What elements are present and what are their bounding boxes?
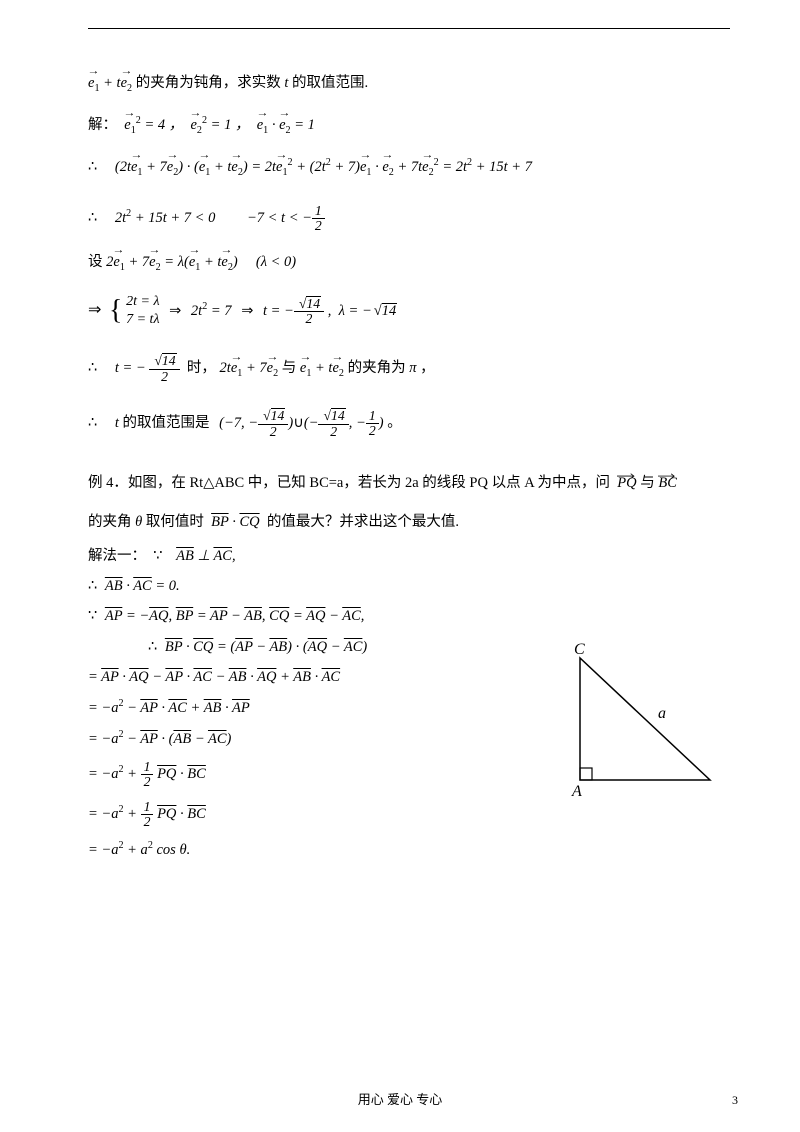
triangle-figure: C A a (560, 640, 730, 800)
label-C: C (574, 641, 585, 658)
text: 的取值范围. (292, 75, 368, 91)
text: 时， (187, 360, 216, 376)
text: 的夹角为钝角，求实数 (136, 75, 281, 91)
label-A: A (571, 783, 582, 800)
line-2: 解： e12 = 4 ， e22 = 1 ， e1 · e2 = 1 (88, 114, 730, 138)
text: 的值最大？并求出这个最大值. (267, 514, 459, 530)
eq-ab-ac: ∴ AB · AC = 0. (88, 576, 730, 596)
line-5: 设 2e1 + 7e2 = λ(e1 + te2) (λ < 0) (88, 252, 730, 275)
text: 取何值时 (146, 514, 204, 530)
text: 的夹角为 (348, 360, 406, 376)
text: 设 (88, 254, 103, 270)
label-a: a (658, 705, 666, 722)
eq-a2-4: = −a2 + 12 PQ · BC (88, 800, 730, 830)
text: 与 (640, 475, 655, 491)
line-1: e1 + te2 的夹角为钝角，求实数 t 的取值范围. (88, 73, 730, 96)
eq-apaq: ∵ AP = −AQ, BP = AP − AB, CQ = AQ − AC, (88, 606, 730, 626)
line-8: ∴ t 的取值范围是 (−7, −142)∪(−142, −12) 。 (88, 408, 730, 439)
line-3: ∴ (2te1 + 7e2) · (e1 + te2) = 2te12 + (2… (88, 156, 730, 180)
line-6: ⇒ { 2t = λ7 = tλ ⇒ 2t2 = 7 ⇒ t = −142 , … (88, 293, 730, 329)
text: 例 4．如图，在 Rt△ABC 中，已知 BC=a，若长为 2a 的线段 PQ … (88, 475, 610, 491)
page-number: 3 (732, 1093, 738, 1108)
page: e1 + te2 的夹角为钝角，求实数 t 的取值范围. 解： e12 = 4 … (0, 0, 800, 1132)
eq-a2-5: = −a2 + a2 cos θ. (88, 839, 730, 860)
example-4: 例 4．如图，在 Rt△ABC 中，已知 BC=a，若长为 2a 的线段 PQ … (88, 473, 730, 493)
sol-1: 解法一： ∵ AB ⊥ AC, (88, 546, 730, 566)
footer-text: 用心 爱心 专心 (0, 1089, 800, 1108)
text: 解： (88, 117, 117, 133)
text: 的取值范围是 (123, 415, 210, 431)
text: 的夹角 (88, 514, 132, 530)
line-7: ∴ t = − 142 时， 2te1 + 7e2 与 e1 + te2 的夹角… (88, 353, 730, 384)
example-4b: 的夹角 θ 取何值时 BP · CQ 的值最大？并求出这个最大值. (88, 512, 730, 532)
top-rule (88, 28, 730, 29)
line-4: ∴ 2t2 + 15t + 7 < 0 −7 < t < −12 (88, 204, 730, 234)
text: 解法一： (88, 548, 146, 564)
